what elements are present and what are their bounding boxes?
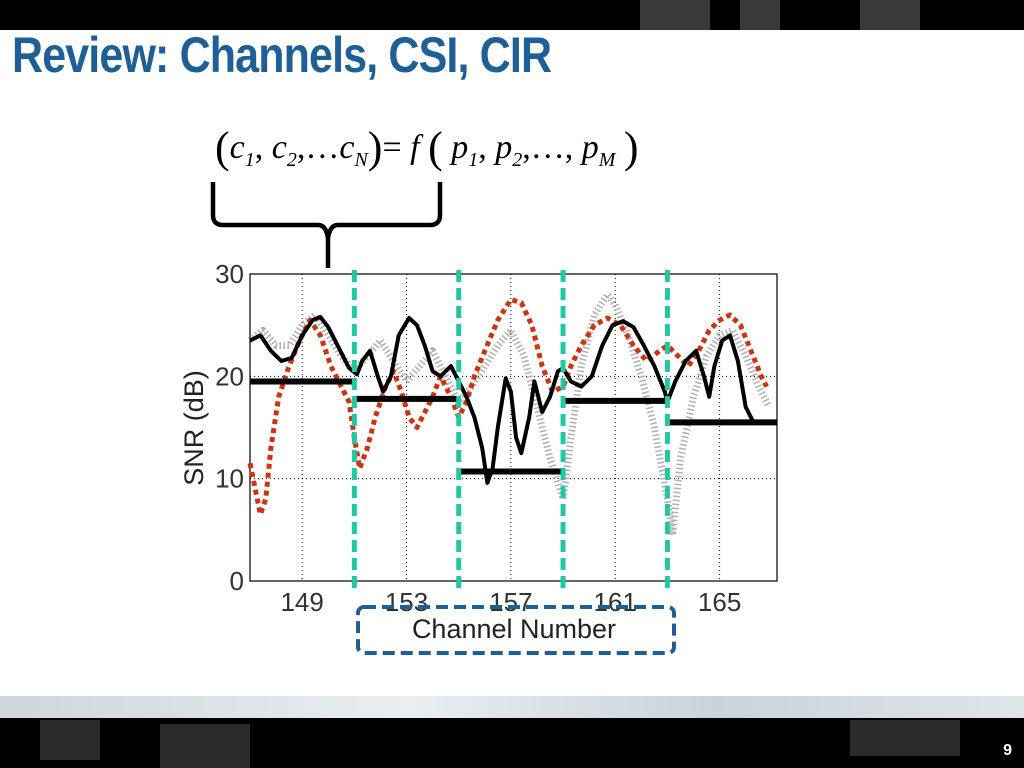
band-decoration — [40, 720, 100, 760]
band-decoration — [850, 720, 960, 756]
page-number: 9 — [1003, 742, 1012, 759]
y-tick-label: 20 — [215, 361, 244, 391]
y-axis-label: SNR (dB) — [179, 370, 209, 486]
formula-sub: M — [598, 148, 616, 171]
formula-equals: = — [382, 129, 402, 166]
y-tick-label: 0 — [230, 566, 244, 596]
slide-title: Review: Channels, CSI, CIR — [12, 27, 552, 83]
formula: (c1, c2,…cN)= f ( p1, p2,…, pM ) — [215, 123, 639, 172]
banner-decoration — [860, 0, 920, 30]
formula-var: c — [271, 129, 287, 166]
y-tick-label: 10 — [215, 464, 244, 494]
formula-var: c — [339, 129, 355, 166]
banner-decoration — [740, 0, 780, 30]
formula-sub: 2 — [286, 148, 297, 171]
snr-chart: 0 10 20 30 149 153 157 161 165 SNR (dB) Channel … — [179, 182, 778, 655]
band-decoration — [160, 724, 250, 768]
formula-ellipsis: … — [530, 129, 565, 166]
x-tick-label: 161 — [594, 587, 637, 617]
x-axis-label-box — [356, 605, 676, 655]
x-tick-label: 165 — [698, 587, 741, 617]
formula-sub: 1 — [244, 148, 255, 171]
x-tick-label: 157 — [489, 587, 532, 617]
x-tick-label: 153 — [385, 587, 428, 617]
series-line-red — [247, 297, 769, 517]
formula-var: p — [495, 129, 513, 166]
formula-ellipsis: … — [305, 129, 340, 166]
y-tick-label: 30 — [215, 259, 244, 289]
curly-brace — [210, 182, 443, 268]
formula-var: p — [451, 129, 469, 166]
x-axis-label: Channel Number — [412, 614, 616, 644]
formula-var: c — [229, 129, 245, 166]
x-tick-label: 149 — [280, 587, 323, 617]
formula-function: f — [410, 129, 420, 166]
bottom-band: 9 — [0, 696, 1024, 768]
top-banner — [0, 0, 1024, 30]
formula-var: p — [581, 129, 599, 166]
banner-decoration — [640, 0, 710, 30]
formula-sub: 2 — [512, 148, 523, 171]
series-line-black — [249, 315, 756, 485]
formula-sub: N — [354, 148, 368, 171]
formula-sub: 1 — [468, 148, 479, 171]
